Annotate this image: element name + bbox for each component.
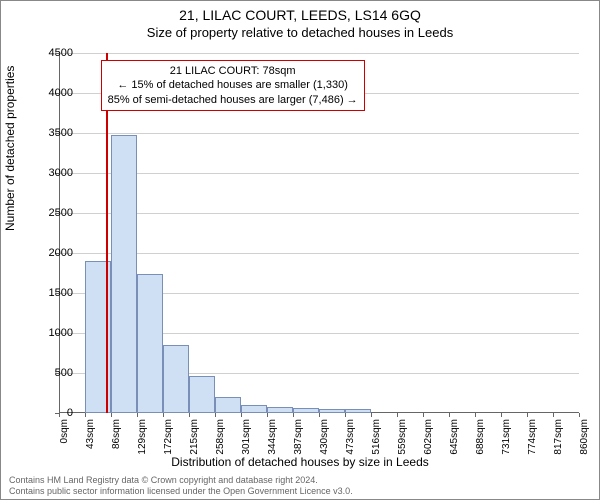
x-tick-mark [501,413,502,417]
grid-line [59,253,579,254]
x-tick-mark [579,413,580,417]
x-tick-label: 774sqm [527,419,538,459]
histogram-bar [137,274,163,413]
chart-subtitle: Size of property relative to detached ho… [1,25,599,40]
grid-line [59,213,579,214]
y-tick-label: 4500 [33,47,73,59]
histogram-bar [241,405,267,413]
annotation-box: 21 LILAC COURT: 78sqm← 15% of detached h… [101,60,365,111]
histogram-bar [345,409,371,413]
x-tick-label: 344sqm [267,419,278,459]
chart-container: 21, LILAC COURT, LEEDS, LS14 6GQ Size of… [0,0,600,500]
x-tick-mark [553,413,554,417]
annotation-line: 21 LILAC COURT: 78sqm [108,64,358,78]
x-tick-label: 387sqm [293,419,304,459]
x-tick-mark [371,413,372,417]
x-tick-mark [319,413,320,417]
x-tick-label: 731sqm [501,419,512,459]
x-tick-mark [163,413,164,417]
x-tick-label: 258sqm [215,419,226,459]
x-tick-label: 860sqm [579,419,590,459]
x-tick-mark [267,413,268,417]
y-tick-label: 1500 [33,287,73,299]
x-tick-label: 301sqm [241,419,252,459]
y-tick-label: 0 [33,407,73,419]
annotation-line: 85% of semi-detached houses are larger (… [108,93,358,107]
x-tick-label: 129sqm [137,419,148,459]
x-tick-mark [475,413,476,417]
histogram-bar [267,407,293,413]
histogram-bar [111,135,137,413]
attribution: Contains HM Land Registry data © Crown c… [9,475,353,497]
x-tick-mark [85,413,86,417]
x-tick-label: 559sqm [397,419,408,459]
x-tick-mark [137,413,138,417]
x-tick-label: 172sqm [163,419,174,459]
x-tick-mark [189,413,190,417]
x-tick-mark [345,413,346,417]
chart-title: 21, LILAC COURT, LEEDS, LS14 6GQ [1,7,599,23]
x-tick-label: 602sqm [423,419,434,459]
attribution-line: Contains public sector information licen… [9,486,353,497]
x-tick-label: 215sqm [189,419,200,459]
x-tick-label: 43sqm [85,419,96,459]
x-tick-label: 645sqm [449,419,460,459]
histogram-bar [215,397,241,413]
y-tick-label: 4000 [33,87,73,99]
y-tick-label: 3500 [33,127,73,139]
grid-line [59,53,579,54]
grid-line [59,133,579,134]
histogram-bar [163,345,189,413]
annotation-line: ← 15% of detached houses are smaller (1,… [108,78,358,92]
y-tick-label: 1000 [33,327,73,339]
y-tick-label: 3000 [33,167,73,179]
x-tick-mark [215,413,216,417]
x-tick-label: 688sqm [475,419,486,459]
x-tick-label: 430sqm [319,419,330,459]
grid-line [59,173,579,174]
x-tick-mark [423,413,424,417]
y-tick-label: 500 [33,367,73,379]
x-tick-label: 473sqm [345,419,356,459]
y-tick-label: 2500 [33,207,73,219]
histogram-bar [319,409,345,413]
y-axis-line [59,53,60,413]
x-tick-label: 86sqm [111,419,122,459]
x-tick-mark [111,413,112,417]
x-tick-label: 817sqm [553,419,564,459]
histogram-bar [189,376,215,413]
x-tick-mark [527,413,528,417]
x-tick-mark [449,413,450,417]
y-axis-label: Number of detached properties [3,66,17,231]
histogram-bar [293,408,319,413]
plot-area: 21 LILAC COURT: 78sqm← 15% of detached h… [59,53,579,413]
y-tick-label: 2000 [33,247,73,259]
x-tick-mark [241,413,242,417]
x-tick-label: 0sqm [59,419,70,459]
x-tick-mark [397,413,398,417]
attribution-line: Contains HM Land Registry data © Crown c… [9,475,353,486]
x-tick-mark [293,413,294,417]
x-tick-label: 516sqm [371,419,382,459]
